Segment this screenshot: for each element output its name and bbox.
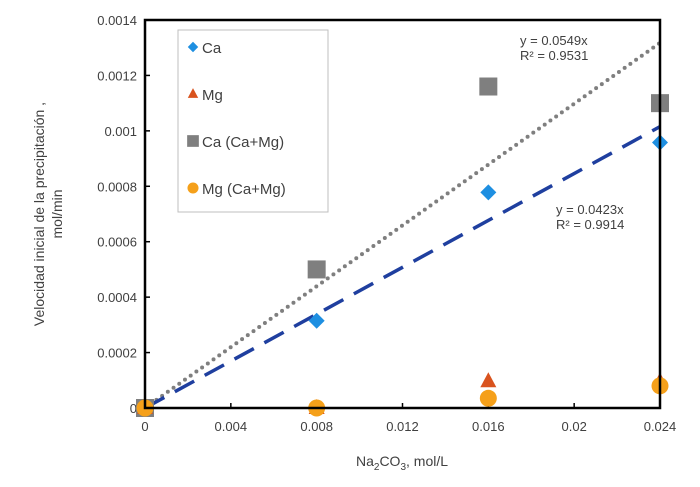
data-point-square [479,77,498,96]
legend-label: Ca [202,40,222,57]
plot-frame [143,18,662,410]
trendline-dashed [144,125,661,410]
x-tick-label: 0.012 [386,419,419,434]
legend: Ca Mg Ca (Ca+Mg) Mg (Ca+Mg) [177,29,329,213]
x-tick-label: 0.004 [215,419,248,434]
trend-r2-ca-camg: R² = 0.9531 [520,48,588,63]
y-tick-label: 0.001 [104,124,137,139]
x-tick-label: 0 [141,419,148,434]
y-axis-label-line2: mol/min [49,189,65,238]
y-tick-label: 0.0014 [97,13,137,28]
legend-marker-triangle [187,88,199,98]
x-axis-label: Na2CO3, mol/L [356,453,448,473]
trend-r2-ca: R² = 0.9914 [556,217,624,232]
y-tick-label: 0.0002 [97,346,137,361]
legend-label: Mg (Ca+Mg) [202,181,286,198]
y-tick-label: 0.0004 [97,290,137,305]
legend-label: Ca (Ca+Mg) [202,134,284,151]
x-tick-label: 0.02 [562,419,587,434]
x-tick-label: 0.024 [644,419,677,434]
data-point-diamond [308,312,325,329]
legend-marker-diamond [187,41,199,53]
x-tick-label: 0.008 [300,419,333,434]
x-tick-label: 0.016 [472,419,505,434]
trend-eq-ca: y = 0.0423x [556,202,624,217]
trendline-dotted [143,40,662,410]
y-tick-label: 0 [130,401,137,416]
legend-marker-circle [187,182,199,194]
y-tick-label: 0.0006 [97,235,137,250]
data-point-diamond [480,184,497,201]
legend-marker-square [187,135,199,147]
y-tick-label: 0.0008 [97,179,137,194]
y-axis-label-line1: Velocidad inicial de la precipitación , [31,102,47,326]
data-point-square [307,260,326,279]
data-point-circle [479,389,497,407]
y-tick-label: 0.0012 [97,68,137,83]
legend-label: Mg [202,87,223,104]
data-point-triangle [480,372,497,388]
trend-eq-ca-camg: y = 0.0549x [520,33,588,48]
